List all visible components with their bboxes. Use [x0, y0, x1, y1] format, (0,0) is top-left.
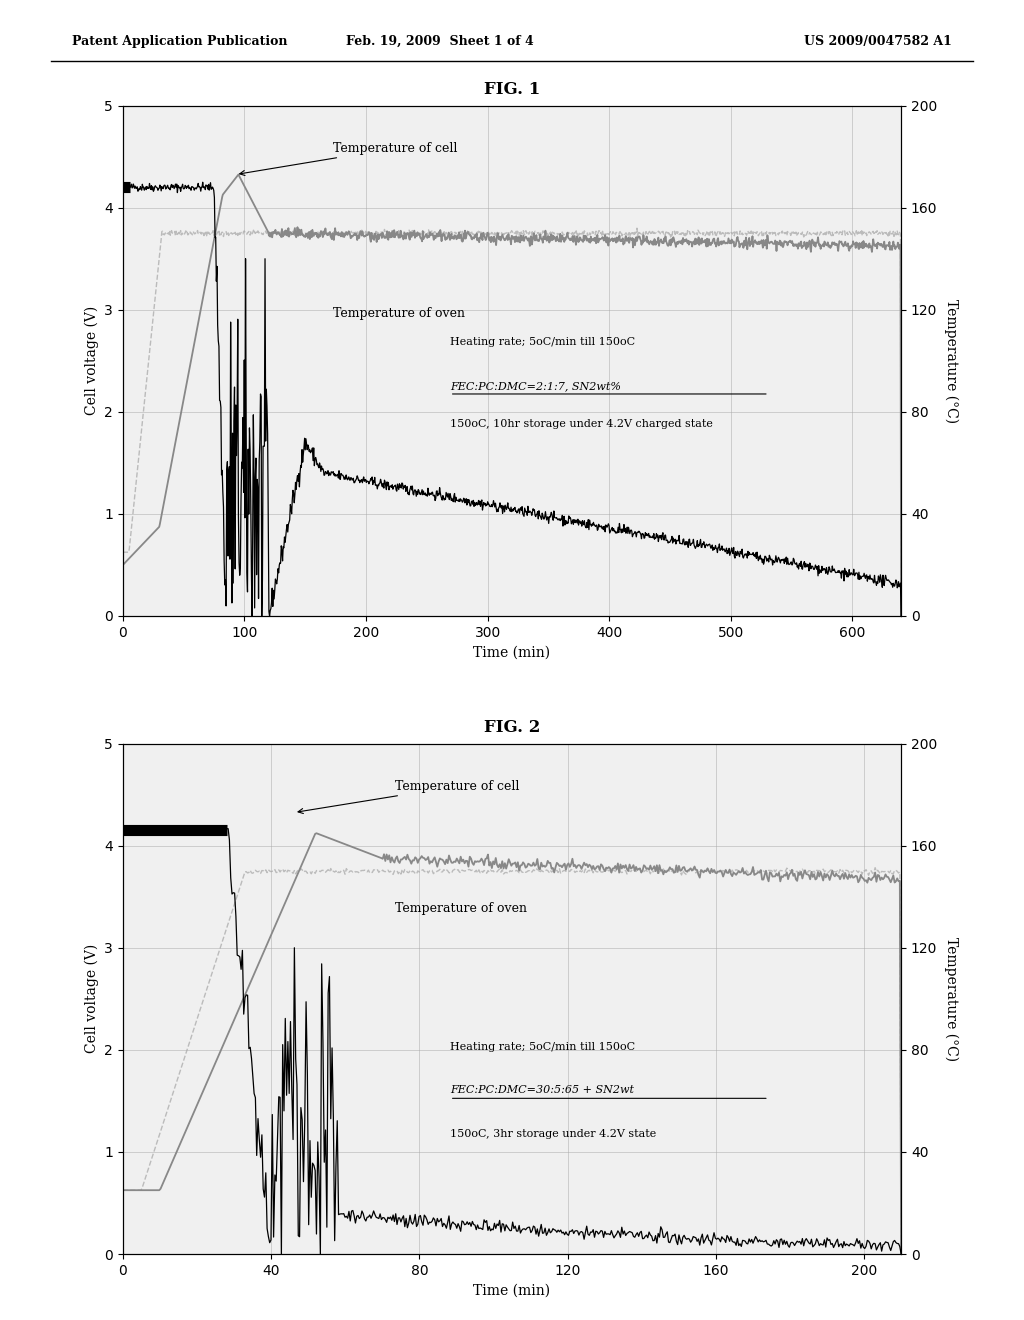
Text: Temperature of cell: Temperature of cell	[298, 780, 519, 813]
Text: Patent Application Publication: Patent Application Publication	[72, 34, 287, 48]
Text: 150oC, 10hr storage under 4.2V charged state: 150oC, 10hr storage under 4.2V charged s…	[450, 420, 713, 429]
Y-axis label: Temperature (°C): Temperature (°C)	[944, 937, 958, 1061]
Text: Heating rate; 5oC/min till 150oC: Heating rate; 5oC/min till 150oC	[450, 1041, 635, 1052]
Y-axis label: Cell voltage (V): Cell voltage (V)	[84, 944, 98, 1053]
Text: Feb. 19, 2009  Sheet 1 of 4: Feb. 19, 2009 Sheet 1 of 4	[346, 34, 535, 48]
Y-axis label: Cell voltage (V): Cell voltage (V)	[84, 306, 98, 416]
Y-axis label: Temperature (°C): Temperature (°C)	[944, 298, 958, 422]
X-axis label: Time (min): Time (min)	[473, 1283, 551, 1298]
Text: US 2009/0047582 A1: US 2009/0047582 A1	[805, 34, 952, 48]
Text: Temperature of oven: Temperature of oven	[333, 308, 465, 321]
Text: 150oC, 3hr storage under 4.2V state: 150oC, 3hr storage under 4.2V state	[450, 1129, 656, 1139]
X-axis label: Time (min): Time (min)	[473, 645, 551, 659]
Title: FIG. 1: FIG. 1	[484, 82, 540, 99]
Text: FEC:PC:DMC=30:5:65 + SN2wt: FEC:PC:DMC=30:5:65 + SN2wt	[450, 1085, 634, 1096]
Text: Temperature of cell: Temperature of cell	[240, 141, 458, 176]
Text: Temperature of oven: Temperature of oven	[395, 902, 527, 915]
Text: Heating rate; 5oC/min till 150oC: Heating rate; 5oC/min till 150oC	[450, 338, 635, 347]
Text: FEC:PC:DMC=2:1:7, SN2wt%: FEC:PC:DMC=2:1:7, SN2wt%	[450, 381, 621, 391]
Title: FIG. 2: FIG. 2	[483, 719, 541, 737]
